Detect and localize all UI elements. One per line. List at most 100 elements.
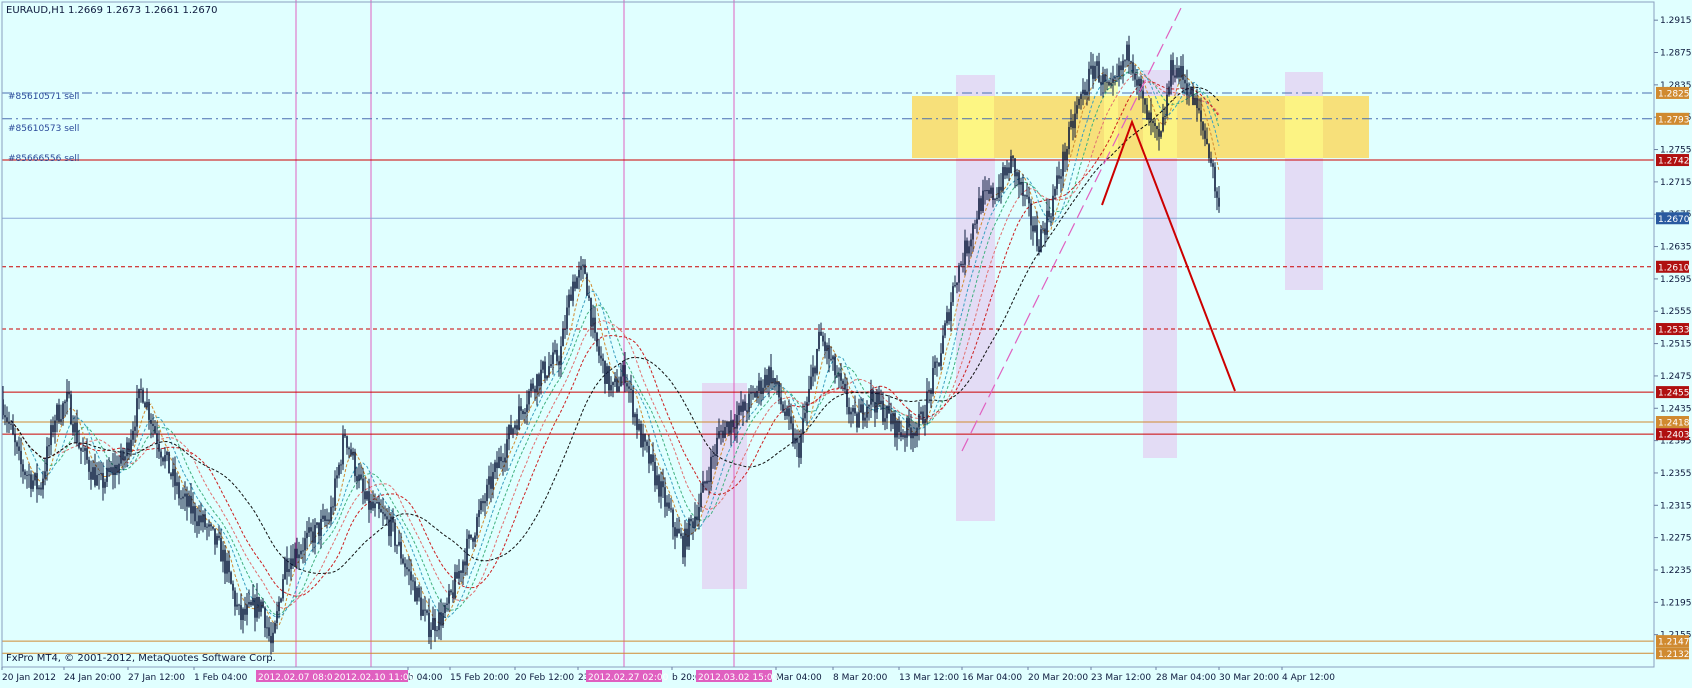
candle-body: [964, 240, 966, 265]
candle-body: [728, 421, 730, 434]
candle-body: [10, 423, 12, 425]
candle-body: [202, 514, 204, 523]
candle-body: [1040, 229, 1042, 252]
x-tick-label: b 20:00: [672, 673, 707, 683]
candle-body: [194, 506, 196, 522]
candle-body: [1180, 65, 1182, 78]
candle-body: [230, 572, 232, 584]
candle-body: [640, 423, 642, 448]
candle-body: [36, 473, 38, 490]
candle-body: [598, 346, 600, 356]
price-tag: 1.2418: [1658, 419, 1690, 429]
candle-body: [1042, 228, 1044, 230]
candle-body: [784, 411, 786, 416]
candle-body: [476, 517, 478, 536]
price-tags: 1.2825 1.2793 1.2742 1.2670 1.2610 1.2533 1.24…: [1656, 86, 1690, 660]
y-tick-label: 1.2235: [1660, 566, 1692, 576]
candle-body: [254, 598, 256, 618]
candle-body: [646, 441, 648, 446]
candle-body: [1096, 61, 1098, 66]
candle-body: [394, 522, 396, 546]
candle-body: [718, 431, 720, 438]
candle-body: [216, 535, 218, 545]
candle-body: [328, 519, 330, 522]
candle-body: [106, 467, 108, 482]
candle-body: [562, 328, 564, 347]
candle-body: [722, 430, 724, 438]
candle-body: [20, 450, 22, 465]
candle-body: [716, 437, 718, 455]
candle-body: [360, 474, 362, 479]
candle-body: [96, 475, 98, 486]
candle-body: [430, 629, 432, 638]
candle-body: [402, 558, 404, 564]
candle-body: [262, 601, 264, 608]
candle-body: [432, 617, 434, 630]
order-labels: #85610571 sell #85610573 sell #85666556 …: [8, 92, 79, 164]
candle-body: [18, 446, 20, 451]
candle-body: [770, 367, 772, 384]
candle-body: [206, 526, 208, 528]
candle-body: [56, 404, 58, 421]
candle-body: [1000, 186, 1002, 191]
candle-body: [828, 345, 830, 359]
candle-body: [1036, 225, 1038, 247]
candle-body: [684, 528, 686, 558]
candle-body: [124, 456, 126, 461]
candle-body: [1198, 108, 1200, 111]
candle-body: [100, 472, 102, 474]
candle-body: [1038, 246, 1040, 252]
candle-body: [422, 609, 424, 616]
candle-body: [184, 493, 186, 497]
trend-channel-dashed: [961, 3, 1184, 452]
candle-body: [1152, 120, 1154, 124]
candle-body: [502, 461, 504, 463]
y-tick-label: 1.2595: [1660, 275, 1692, 285]
candle-body: [652, 454, 654, 463]
time-tag-4: 2012.03.02 15:00: [698, 673, 779, 683]
candle-body: [514, 425, 516, 429]
moving-average-line: [10, 71, 1220, 616]
candle-body: [896, 420, 898, 438]
candle-body: [130, 439, 132, 453]
candle-body: [1022, 182, 1024, 196]
candle-body: [488, 476, 490, 485]
candlesticks: [2, 35, 1220, 655]
candle-body: [348, 447, 350, 450]
candle-body: [1142, 90, 1144, 99]
candle-body: [844, 383, 846, 390]
y-tick-label: 1.2915: [1660, 16, 1692, 26]
candle-body: [278, 601, 280, 612]
candle-body: [998, 186, 1000, 198]
candle-body: [294, 548, 296, 566]
candle-body: [682, 536, 684, 558]
candle-body: [926, 391, 928, 420]
candle-body: [566, 307, 568, 330]
candle-body: [986, 190, 988, 192]
candle-body: [198, 515, 200, 527]
candle-body: [572, 281, 574, 301]
candle-body: [942, 335, 944, 354]
time-tag-3: 2012.02.27 02:00: [588, 673, 669, 683]
highlighted-time-tags: 2012.02.07 08:00 2012.02.10 11:00 2012.0…: [256, 670, 779, 683]
candle-body: [524, 412, 526, 415]
candle-body: [852, 408, 854, 412]
candle-body: [1056, 175, 1058, 189]
candle-body: [334, 478, 336, 507]
candle-body: [310, 527, 312, 532]
y-tick-label: 1.2635: [1660, 243, 1692, 253]
candle-body: [536, 374, 538, 392]
candle-body: [244, 608, 246, 615]
candle-body: [1118, 65, 1120, 77]
candle-body: [864, 417, 866, 421]
candle-body: [1100, 81, 1102, 85]
candle-body: [246, 604, 248, 615]
candle-body: [188, 495, 190, 507]
candle-body: [1074, 113, 1076, 129]
candle-body: [2, 399, 4, 416]
candle-body: [320, 518, 322, 536]
candle-body: [672, 509, 674, 528]
candle-body: [570, 294, 572, 301]
candle-body: [276, 611, 278, 623]
